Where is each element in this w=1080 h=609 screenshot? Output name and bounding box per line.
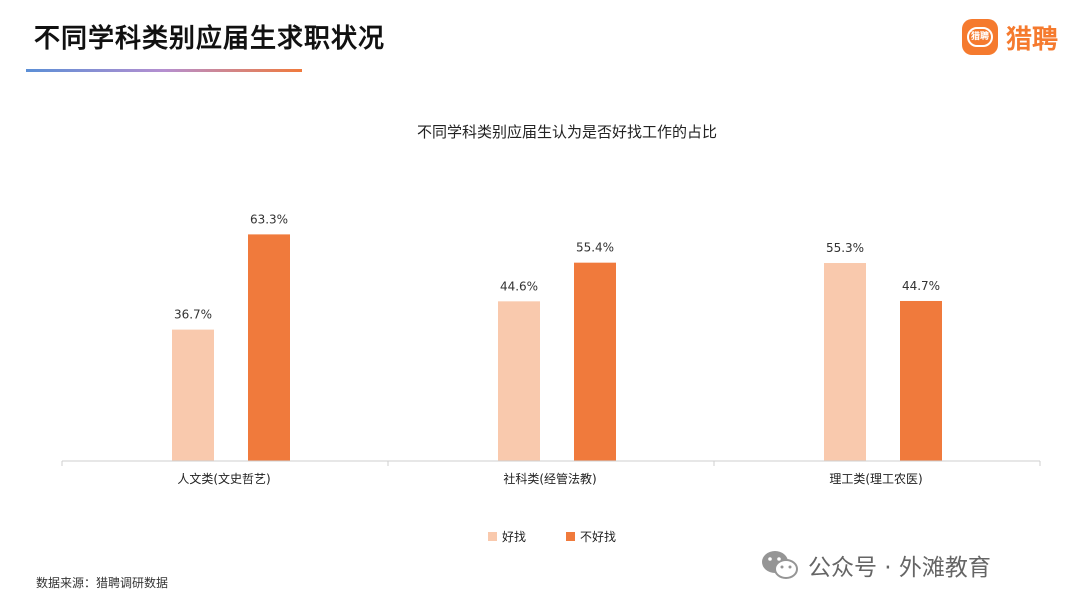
- legend-label: 好找: [502, 530, 526, 544]
- title-underline: [26, 69, 302, 72]
- legend-swatch: [488, 532, 497, 541]
- page-title: 不同学科类别应届生求职状况: [34, 24, 386, 54]
- data-label: 55.4%: [576, 241, 614, 255]
- watermark: 公众号 · 外滩教育: [760, 547, 991, 583]
- bar-hard-2: [574, 262, 616, 461]
- bar-hard-1: [248, 234, 290, 461]
- legend-label: 不好找: [580, 530, 616, 544]
- brand-badge-icon: 猎聘: [962, 19, 998, 55]
- data-source-note: 数据来源：猎聘调研数据: [36, 576, 169, 590]
- category-labels: 人文类(文史哲艺) 社科类(经管法教) 理工类(理工农医): [177, 471, 922, 486]
- watermark-text: 公众号 · 外滩教育: [808, 555, 991, 581]
- brand-badge-text: 猎聘: [967, 27, 993, 47]
- chart-title: 不同学科类别应届生认为是否好找工作的占比: [417, 123, 717, 141]
- bar-hard-3: [900, 300, 942, 461]
- brand-logo: 猎聘 猎聘: [962, 18, 1058, 56]
- bar-easy-2: [498, 301, 540, 461]
- legend: 好找 不好找: [488, 530, 616, 544]
- bars-group: 36.7% 63.3% 44.6% 55.4% 55.3% 44.7%: [172, 212, 942, 461]
- bar-easy-3: [824, 263, 866, 461]
- data-label: 36.7%: [174, 308, 212, 322]
- data-label: 55.3%: [826, 241, 864, 255]
- legend-swatch: [566, 532, 575, 541]
- category-label: 社科类(经管法教): [503, 471, 596, 486]
- category-label: 理工类(理工农医): [829, 472, 922, 486]
- bar-easy-1: [172, 329, 214, 461]
- x-axis-ticks: [61, 461, 1041, 466]
- category-label: 人文类(文史哲艺): [177, 471, 270, 486]
- data-label: 44.7%: [902, 279, 940, 293]
- data-label: 63.3%: [250, 212, 288, 226]
- data-label: 44.6%: [500, 279, 538, 293]
- brand-name: 猎聘: [1006, 24, 1059, 55]
- wechat-icon: [760, 549, 800, 581]
